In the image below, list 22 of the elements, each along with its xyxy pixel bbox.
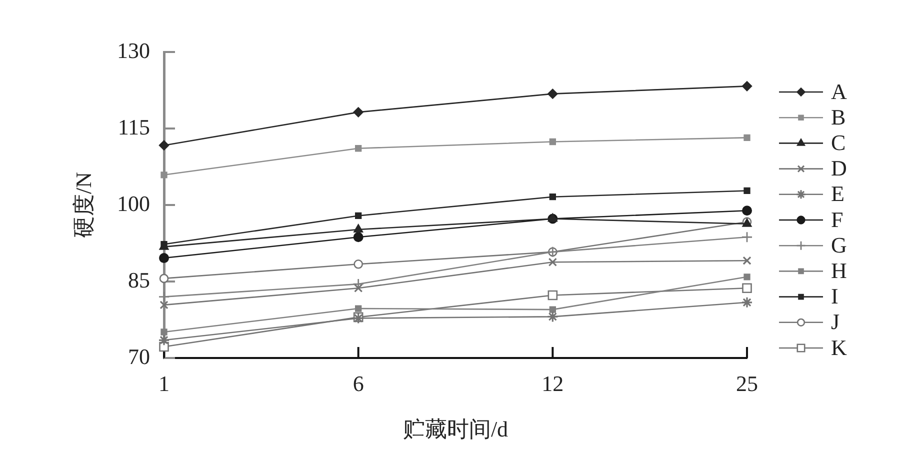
legend-label: J xyxy=(831,309,840,334)
legend-label: E xyxy=(831,181,844,206)
y-tick-label: 100 xyxy=(117,190,150,216)
legend-label: A xyxy=(831,78,847,104)
y-axis-title: 硬度/N xyxy=(70,172,96,238)
x-tick-label: 6 xyxy=(352,370,364,396)
legend-label: H xyxy=(831,258,847,283)
x-tick-label: 1 xyxy=(158,370,170,396)
legend-label: F xyxy=(831,206,844,232)
x-axis-title: 贮藏时间/d xyxy=(402,416,508,442)
y-tick-label: 115 xyxy=(118,114,150,140)
x-tick-label: 25 xyxy=(736,370,758,396)
legend-label: D xyxy=(831,156,847,181)
y-tick-label: 70 xyxy=(128,344,150,369)
x-tick-label: 12 xyxy=(542,370,564,396)
y-tick-label: 130 xyxy=(117,38,150,63)
legend-label: G xyxy=(831,232,847,258)
legend-label: I xyxy=(831,284,838,309)
y-tick-label: 85 xyxy=(128,267,150,292)
legend-label: B xyxy=(831,104,846,130)
legend-label: C xyxy=(831,130,846,155)
legend-label: K xyxy=(831,334,847,360)
